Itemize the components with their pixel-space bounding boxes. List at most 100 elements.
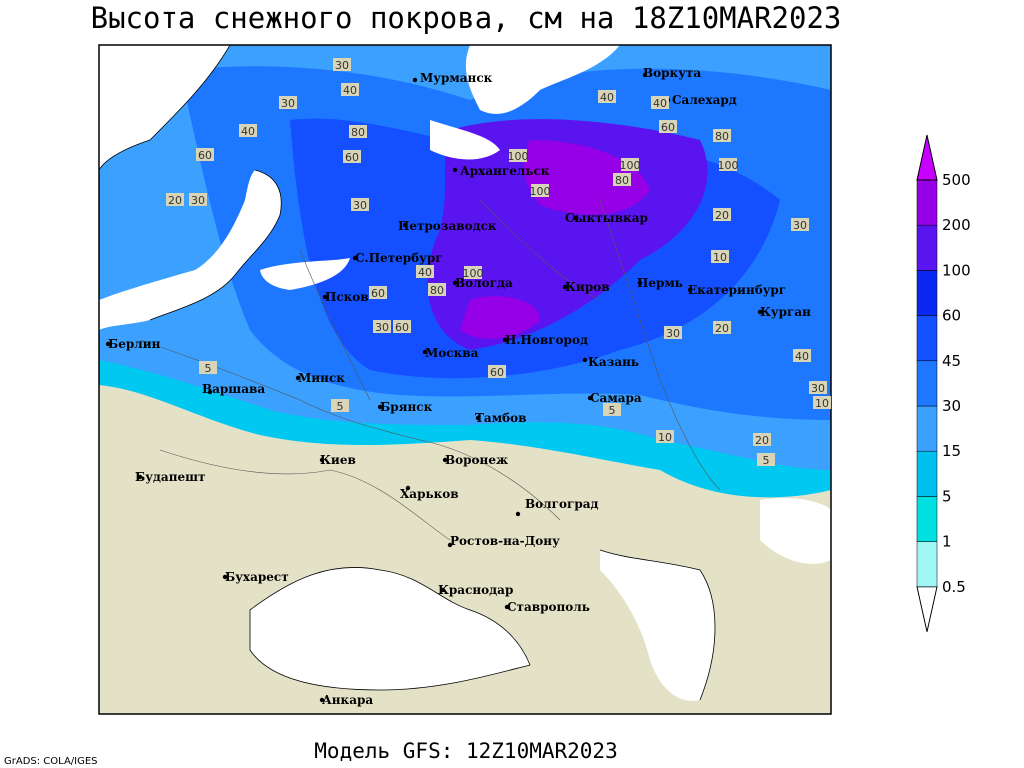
- contour-label-box: [349, 125, 367, 138]
- contour-label-box: [753, 433, 771, 446]
- contour-label-box: [613, 173, 631, 186]
- contour-label-box: [719, 158, 737, 171]
- contour-label: 5: [205, 362, 212, 375]
- contour-label-box: [416, 265, 434, 278]
- contour-label: 20: [715, 322, 729, 335]
- city-dot: [637, 280, 643, 286]
- legend-label: 0.5: [942, 578, 966, 596]
- contour-label: 60: [395, 321, 409, 334]
- city-label: Самара: [590, 391, 642, 405]
- contour-label: 40: [343, 84, 357, 97]
- contour-label: 40: [795, 350, 809, 363]
- city-dot: [222, 574, 228, 580]
- contour-label-box: [809, 381, 827, 394]
- contour-label-box: [331, 399, 349, 412]
- city-dot: [757, 309, 763, 315]
- contour-label-box: [791, 218, 809, 231]
- city-label: Бухарест: [225, 570, 289, 584]
- contour-label: 10: [815, 397, 829, 410]
- contour-label-box: [199, 361, 217, 374]
- contour-label-box: [351, 198, 369, 211]
- contour-label: 30: [793, 219, 807, 232]
- city-label: Н.Новгород: [505, 333, 588, 347]
- contour-label: 30: [375, 321, 389, 334]
- contour-label-box: [196, 148, 214, 161]
- contour-label-box: [621, 158, 639, 171]
- contour-label: 30: [811, 382, 825, 395]
- legend-swatch: [916, 224, 938, 271]
- city-dot: [295, 375, 301, 381]
- city-label: Будапешт: [135, 470, 205, 484]
- city-label: Москва: [425, 346, 479, 360]
- map-frame: [98, 44, 832, 715]
- city-label: Минск: [298, 371, 345, 385]
- city-label: Тамбов: [475, 411, 526, 425]
- legend-label: 100: [942, 261, 971, 279]
- legend-label: 60: [942, 307, 961, 325]
- contour-label-box: [509, 149, 527, 162]
- contour-label: 100: [530, 185, 551, 198]
- city-dot: [562, 284, 568, 290]
- contour-label: 60: [661, 121, 675, 134]
- contour-label-box: [793, 349, 811, 362]
- legend-label: 15: [942, 442, 961, 460]
- contour-label-box: [279, 96, 297, 109]
- contour-label-box: [428, 283, 446, 296]
- contour-label-box: [651, 96, 669, 109]
- contour-label-box: [341, 83, 359, 96]
- legend-label: 30: [942, 397, 961, 415]
- model-run: Модель GFS: 12Z10MAR2023: [314, 739, 617, 763]
- city-dot: [687, 287, 693, 293]
- contour-label: 30: [666, 327, 680, 340]
- legend-label: 45: [942, 352, 961, 370]
- contour-label-box: [333, 58, 351, 71]
- city-dot: [137, 474, 143, 480]
- city-label: Псков: [325, 290, 369, 304]
- city-dot: [405, 485, 411, 491]
- contour-label: 5: [609, 404, 616, 417]
- contour-label: 30: [353, 199, 367, 212]
- contour-label-box: [713, 208, 731, 221]
- legend-swatch: [916, 586, 938, 632]
- contour-labels: 30 40 30 40 60 20 30 60 80 100 100 100 80 40 40 60 80 100…: [166, 58, 831, 467]
- contour-label: 10: [713, 251, 727, 264]
- contour-label: 80: [615, 174, 629, 187]
- contour-label-box: [488, 365, 506, 378]
- city-dot: [475, 415, 481, 421]
- city-dot: [447, 542, 453, 548]
- city-dot: [515, 511, 521, 517]
- contour-label: 100: [463, 267, 484, 280]
- city-label: Волгоград: [525, 497, 598, 511]
- contour-label: 60: [198, 149, 212, 162]
- contour-label-box: [464, 266, 482, 279]
- contour-label: 40: [418, 266, 432, 279]
- contour-label: 60: [371, 287, 385, 300]
- contour-label: 5: [763, 454, 770, 467]
- city-label: Харьков: [400, 487, 459, 501]
- city-dot: [587, 395, 593, 401]
- city-dot: [207, 389, 213, 395]
- city-dot: [322, 294, 328, 300]
- city-dot: [502, 337, 508, 343]
- contour-label-box: [373, 320, 391, 333]
- contour-label-box: [393, 320, 411, 333]
- city-dot: [572, 215, 578, 221]
- legend-swatch: [916, 134, 938, 181]
- contour-label: 30: [335, 59, 349, 72]
- contour-label-box: [757, 453, 775, 466]
- legend-swatch: [916, 450, 938, 497]
- city-dot: [412, 77, 418, 83]
- city-label: Казань: [588, 355, 639, 369]
- contour-label-box: [813, 396, 831, 409]
- map: [99, 45, 831, 714]
- city-label: Сыктывкар: [565, 211, 648, 225]
- contour-label: 100: [620, 159, 641, 172]
- city-label: Ростов-на-Дону: [450, 534, 560, 548]
- contour-label: 40: [241, 125, 255, 138]
- contour-label-box: [656, 430, 674, 443]
- contour-label: 60: [345, 151, 359, 164]
- contour-label: 80: [430, 284, 444, 297]
- city-label: Воронеж: [445, 453, 508, 467]
- city-dot: [642, 72, 648, 78]
